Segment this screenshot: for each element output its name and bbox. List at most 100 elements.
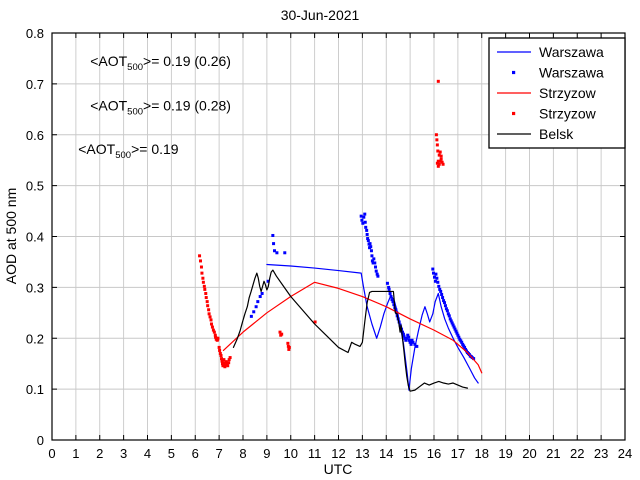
x-tick-label: 16 bbox=[427, 446, 441, 461]
data-point bbox=[361, 221, 365, 225]
data-point bbox=[455, 331, 459, 335]
data-point bbox=[211, 328, 215, 332]
data-point bbox=[366, 239, 370, 243]
y-tick-label: 0.6 bbox=[26, 128, 44, 143]
data-point bbox=[437, 153, 441, 157]
data-point bbox=[271, 233, 275, 237]
legend-item-strzyzow-line[interactable]: Strzyzow bbox=[497, 85, 597, 101]
data-point bbox=[408, 340, 412, 344]
tick-label-layer: 0 1 2 3 4 5 6 7 8 9 10 11 12 13 14 15 16 17 18 19 20 21 22 23 24… bbox=[26, 26, 632, 461]
data-point bbox=[472, 357, 476, 361]
data-point bbox=[413, 342, 417, 346]
x-axis-title: UTC bbox=[324, 461, 353, 477]
data-point bbox=[449, 319, 453, 323]
data-point bbox=[457, 335, 461, 339]
data-point bbox=[445, 309, 449, 313]
annotation-text: <AOT500>= 0.19 (0.28) bbox=[90, 97, 231, 117]
data-point bbox=[385, 281, 389, 285]
data-point bbox=[453, 327, 457, 331]
legend-item-warszawa-line[interactable]: Warszawa bbox=[497, 44, 604, 60]
data-point bbox=[391, 300, 395, 304]
x-tick-label: 9 bbox=[263, 446, 270, 461]
legend-dot-swatch bbox=[512, 70, 516, 75]
data-point bbox=[260, 291, 264, 295]
legend-item-strzyzow-dot[interactable]: Strzyzow bbox=[512, 106, 597, 122]
data-point bbox=[370, 254, 374, 258]
data-point bbox=[218, 352, 222, 356]
legend-item-belsk-line[interactable]: Belsk bbox=[497, 126, 574, 142]
data-point bbox=[436, 159, 440, 163]
data-point bbox=[266, 279, 270, 283]
data-point bbox=[405, 336, 409, 340]
data-point bbox=[433, 279, 437, 283]
data-point bbox=[207, 308, 211, 312]
data-point bbox=[443, 304, 447, 308]
data-point bbox=[448, 317, 452, 321]
legend-label: Strzyzow bbox=[539, 106, 597, 122]
annotation-warszawa-mean: <AOT500>= 0.19 (0.26) bbox=[90, 53, 231, 73]
data-point bbox=[220, 359, 224, 363]
data-point bbox=[209, 318, 213, 322]
series-line bbox=[232, 269, 469, 392]
data-point bbox=[258, 295, 262, 299]
series-line bbox=[266, 263, 479, 391]
data-point bbox=[369, 249, 373, 253]
data-point bbox=[224, 360, 228, 364]
x-tick-label: 11 bbox=[308, 446, 322, 461]
data-point bbox=[208, 315, 212, 319]
data-point bbox=[200, 271, 204, 275]
data-point bbox=[460, 340, 464, 344]
y-axis-title: AOD at 500 nm bbox=[3, 188, 19, 285]
data-point bbox=[394, 308, 398, 312]
x-tick-label: 10 bbox=[284, 446, 298, 461]
legend-label: Belsk bbox=[539, 126, 574, 142]
data-point bbox=[218, 348, 222, 352]
data-point bbox=[210, 325, 214, 329]
data-point bbox=[228, 356, 232, 360]
data-point bbox=[438, 287, 442, 291]
data-point bbox=[436, 280, 440, 284]
y-tick-label: 0.8 bbox=[26, 26, 44, 41]
legend-dot-swatch bbox=[512, 111, 516, 116]
data-point bbox=[438, 150, 442, 154]
data-point bbox=[206, 304, 210, 308]
legend-item-warszawa-dot[interactable]: Warszawa bbox=[512, 65, 604, 81]
data-point bbox=[392, 303, 396, 307]
data-point bbox=[395, 311, 399, 315]
x-tick-label: 19 bbox=[498, 446, 512, 461]
data-point bbox=[207, 312, 211, 316]
data-point bbox=[368, 242, 372, 246]
data-point bbox=[201, 280, 205, 284]
data-point bbox=[217, 345, 221, 349]
x-tick-label: 2 bbox=[96, 446, 103, 461]
series-line bbox=[222, 281, 483, 374]
data-point bbox=[287, 347, 291, 351]
data-point bbox=[440, 293, 444, 296]
data-point bbox=[459, 339, 463, 343]
data-point bbox=[411, 340, 415, 344]
data-point bbox=[280, 332, 284, 336]
data-point bbox=[461, 342, 465, 346]
annotation-belsk-mean: <AOT500>= 0.19 bbox=[78, 141, 179, 161]
axes-layer bbox=[51, 32, 626, 441]
data-point bbox=[366, 237, 370, 241]
x-tick-label: 3 bbox=[120, 446, 127, 461]
data-point bbox=[436, 79, 440, 83]
data-point bbox=[389, 295, 393, 299]
x-tick-label: 14 bbox=[379, 446, 393, 461]
x-tick-label: 12 bbox=[331, 446, 345, 461]
series-strzyzow-line bbox=[222, 281, 483, 374]
data-point bbox=[223, 365, 227, 369]
series-belsk-line bbox=[232, 269, 469, 392]
x-tick-label: 5 bbox=[168, 446, 175, 461]
data-point bbox=[373, 261, 377, 265]
data-point bbox=[204, 291, 208, 295]
data-point bbox=[365, 232, 369, 236]
data-point bbox=[456, 333, 460, 337]
data-point bbox=[407, 335, 411, 339]
data-point bbox=[440, 160, 444, 164]
data-point bbox=[401, 332, 405, 336]
legend-label: Warszawa bbox=[539, 44, 604, 60]
x-tick-label: 15 bbox=[403, 446, 417, 461]
